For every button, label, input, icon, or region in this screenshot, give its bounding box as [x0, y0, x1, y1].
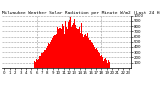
Text: Milwaukee Weather Solar Radiation per Minute W/m2 (Last 24 Hours): Milwaukee Weather Solar Radiation per Mi…: [2, 11, 160, 15]
